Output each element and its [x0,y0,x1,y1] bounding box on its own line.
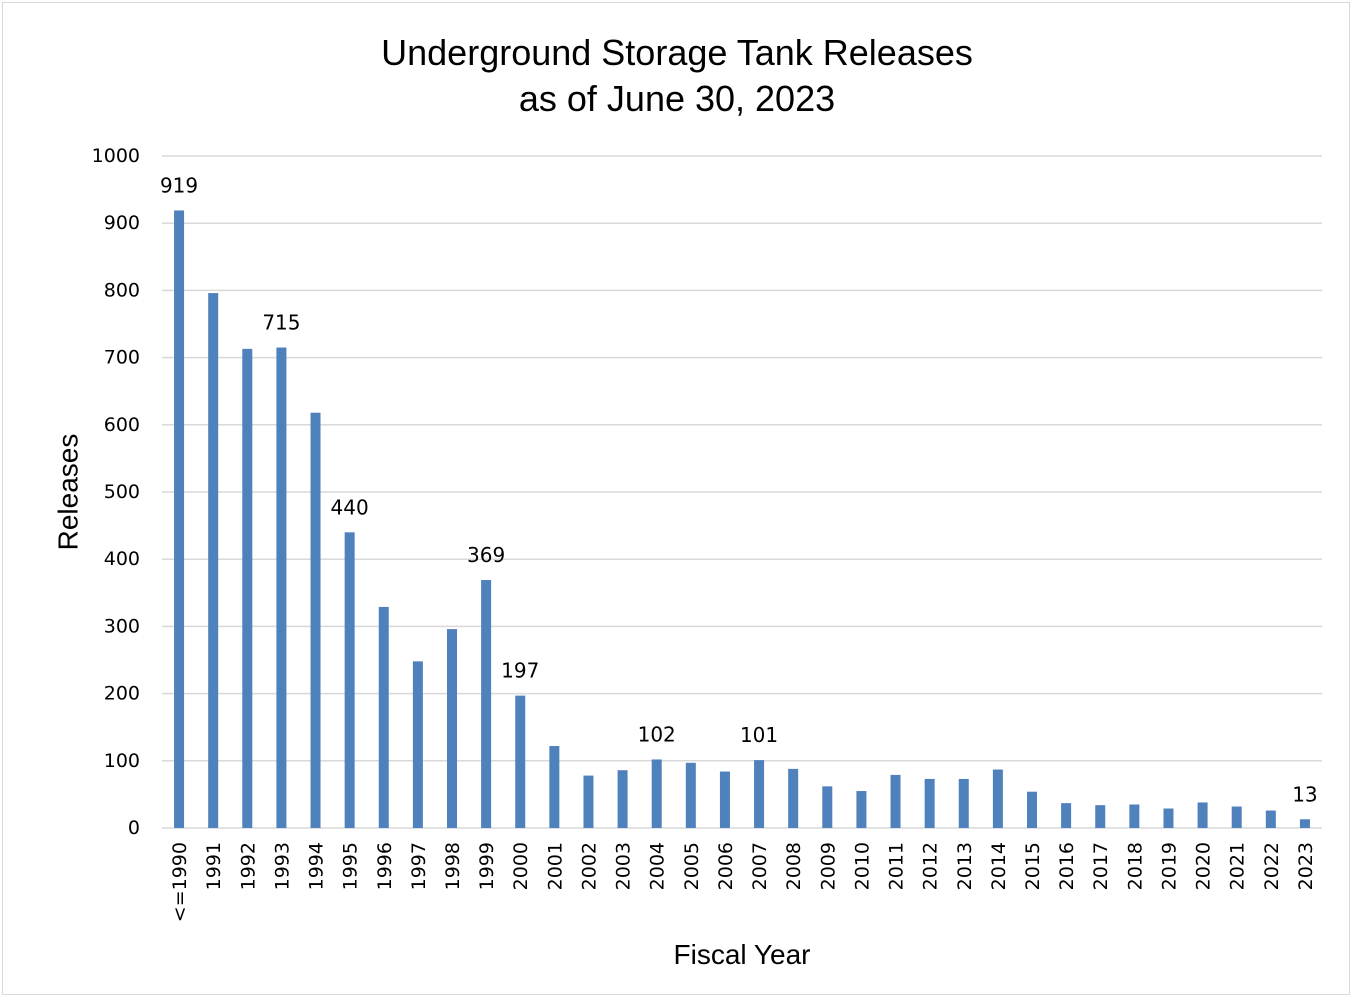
data-label: 13 [1292,782,1317,806]
bar-1991 [208,293,219,828]
bar-1997 [412,661,423,828]
x-tick-label: 2007 [749,842,771,890]
x-axis-title: Fiscal Year [674,939,811,970]
x-tick-label: 2011 [886,842,908,890]
y-tick-label: 800 [104,279,140,301]
bar-2002 [583,775,594,828]
bar-1999 [481,580,492,828]
x-tick-label: 2008 [783,842,805,890]
bar-1996 [378,606,389,828]
bar-2014 [992,769,1003,828]
y-tick-label: 400 [104,548,140,570]
bar-1998 [447,629,457,828]
bar-2020 [1197,802,1208,828]
x-tick-label: 2018 [1124,842,1146,890]
y-axis-title: Releases [52,434,83,551]
chart-title: Underground Storage Tank Releases [381,32,973,73]
bar-2001 [549,746,560,828]
x-tick-label: 2003 [613,842,635,890]
x-tick-label: 2005 [681,842,703,890]
x-tick-label: 1998 [442,842,464,890]
chart-title-block: Underground Storage Tank Releases as of … [0,30,1354,122]
y-tick-label: 300 [104,615,140,637]
bar-2018 [1129,804,1140,828]
y-tick-label: 1000 [92,145,140,167]
data-label: 101 [740,723,778,747]
data-label: 369 [467,543,505,567]
x-tick-label: 2020 [1193,842,1215,890]
bar-2009 [822,786,833,828]
y-axis-ticks: 0 100 200 300 400 500 600 700 800 900 1000 [92,145,140,839]
bar-2007 [754,760,765,828]
x-tick-label: 2014 [988,842,1010,890]
x-tick-label: <=1990 [169,842,191,922]
x-tick-label: 2019 [1158,842,1180,890]
x-tick-label: 1995 [340,842,362,890]
y-tick-label: 500 [104,481,140,503]
y-tick-label: 0 [128,817,140,839]
chart-subtitle: as of June 30, 2023 [518,78,836,119]
x-tick-label: 2009 [817,842,839,890]
x-tick-label: 1999 [476,842,498,890]
bar-2015 [1027,791,1037,828]
bar-1994 [310,412,321,828]
x-tick-label: 1994 [306,842,328,890]
bar-1992 [242,348,253,828]
bar-2008 [788,768,799,828]
x-tick-label: 1991 [203,842,225,890]
data-label: 919 [160,173,198,197]
bar-2006 [719,771,730,828]
gridlines [162,155,1322,762]
x-tick-label: 1996 [374,842,396,890]
data-label: 197 [501,659,539,683]
x-tick-label: 1993 [271,842,293,890]
bars [174,210,1310,828]
bar-2010 [856,791,867,828]
bar-2004 [651,759,662,828]
bar-2012 [924,778,935,828]
y-tick-label: 700 [104,347,140,369]
bar-1993 [276,347,287,828]
bar-2017 [1095,805,1106,828]
data-label: 440 [331,495,369,519]
x-tick-label: 2015 [1022,842,1044,890]
x-tick-label: 2013 [954,842,976,890]
y-tick-label: 100 [104,750,140,772]
x-axis-ticks: <=1990 1991 1992 1993 1994 1995 1996 1997 1998 19… [169,842,1317,922]
x-tick-label: 2004 [647,842,669,890]
bar-2023 [1299,819,1310,828]
x-tick-label: 2021 [1227,842,1249,890]
x-tick-label: 1997 [408,842,430,890]
data-label: 102 [638,722,676,746]
x-tick-label: 2002 [578,842,600,890]
x-tick-label: 1992 [237,842,259,890]
bar-<=1990 [174,210,185,828]
x-tick-label: 2010 [851,842,873,890]
y-tick-label: 900 [104,212,140,234]
x-tick-label: 2016 [1056,842,1078,890]
bar-2021 [1231,806,1242,828]
bar-1995 [344,532,355,828]
x-tick-label: 2023 [1295,842,1317,890]
bar-2019 [1163,808,1174,828]
x-tick-label: 2001 [544,842,566,890]
data-label: 715 [262,311,300,335]
bar-2013 [958,778,969,828]
x-tick-label: 2022 [1261,842,1283,890]
x-tick-label: 2006 [715,842,737,890]
bar-2016 [1061,803,1072,828]
bar-2005 [685,762,696,828]
x-tick-label: 2012 [920,842,942,890]
data-labels: 919 715 440 369 197 102 101 13 [160,173,1318,806]
bar-2011 [890,774,901,828]
bar-2000 [515,695,526,828]
x-tick-label: 2017 [1090,842,1112,890]
y-tick-label: 600 [104,414,140,436]
bar-2022 [1265,810,1276,828]
x-tick-label: 2000 [510,842,532,890]
y-tick-label: 200 [104,683,140,705]
bar-2003 [617,770,628,828]
